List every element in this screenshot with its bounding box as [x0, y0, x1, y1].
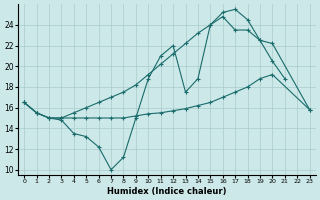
X-axis label: Humidex (Indice chaleur): Humidex (Indice chaleur) [107, 187, 227, 196]
